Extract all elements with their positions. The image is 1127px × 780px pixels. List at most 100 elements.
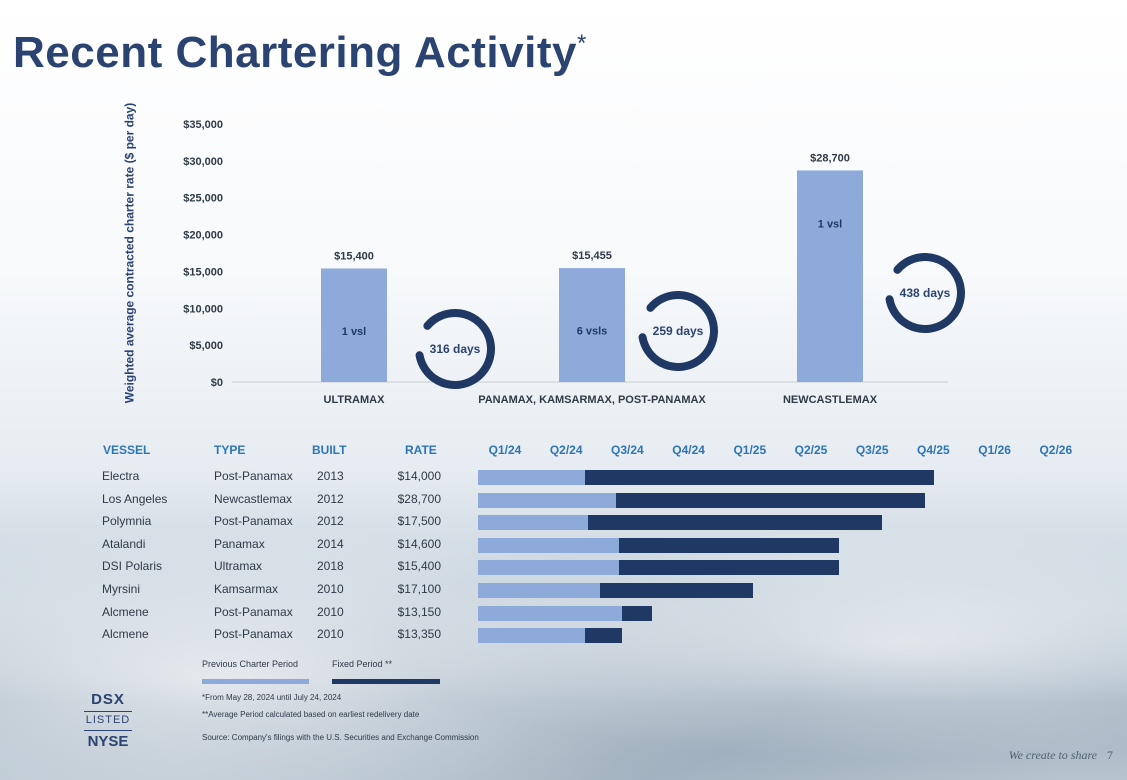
logo-exchange: NYSE — [87, 733, 129, 750]
previous-charter-bar — [478, 583, 601, 598]
bar-value-label: $28,700 — [810, 152, 850, 164]
cell-rate: $28,700 — [397, 491, 441, 506]
cell-type: Post-Panamax — [214, 514, 293, 529]
cell-rate: $17,500 — [397, 514, 441, 529]
fixed-period-bar — [615, 492, 925, 508]
y-tick-label: $15,000 — [183, 266, 223, 278]
cell-type: Panamax — [214, 536, 265, 551]
duration-label: 259 days — [653, 324, 704, 338]
page-number: 7 — [1107, 748, 1113, 762]
previous-charter-bar — [478, 492, 616, 508]
logo-rule-bottom — [84, 730, 132, 731]
cell-built: 2013 — [317, 469, 344, 483]
previous-charter-bar — [478, 560, 619, 576]
duration-ring-icon — [885, 253, 965, 333]
cell-type: Newcastlemax — [214, 491, 293, 506]
quarter-header: Q2/25 — [794, 443, 828, 457]
legend-fixed-label: Fixed Period ** — [332, 659, 393, 669]
footnote-date-range: *From May 28, 2024 until July 24, 2024 — [202, 693, 342, 702]
cell-vessel: Alcmene — [102, 627, 149, 642]
duration-ring-icon — [415, 309, 495, 389]
cell-vessel: Los Angeles — [102, 491, 168, 506]
previous-charter-bar — [478, 470, 586, 485]
x-tick-label: PANAMAX, KAMSARMAX, POST-PANAMAX — [478, 394, 706, 406]
quarter-header: Q4/25 — [917, 443, 950, 457]
legend-previous-swatch — [202, 679, 309, 684]
cell-built: 2010 — [317, 582, 344, 596]
logo-rule-top — [84, 711, 132, 712]
quarter-header: Q1/25 — [733, 443, 767, 457]
cell-built: 2012 — [317, 514, 344, 529]
bar-vessel-count: 6 vsls — [577, 326, 608, 338]
cell-rate: $17,100 — [397, 582, 441, 596]
cell-type: Post-Panamax — [214, 627, 293, 642]
fixed-period-bar — [600, 583, 754, 598]
y-tick-label: $5,000 — [189, 340, 223, 352]
duration-ring-icon — [638, 291, 718, 371]
bar-3 — [797, 170, 863, 382]
fixed-period-bar — [618, 537, 840, 553]
cell-built: 2014 — [317, 536, 344, 551]
charter-rate-bar-chart: $0 $5,000 $10,000 $15,000 $20,000 $25,000 $30,… — [183, 119, 965, 406]
fixed-period-bar — [621, 605, 653, 621]
y-tick-label: $20,000 — [183, 230, 223, 242]
cell-type: Post-Panamax — [214, 604, 293, 619]
col-header-built: BUILT — [312, 443, 347, 457]
previous-charter-bar — [478, 605, 622, 621]
footer-tagline: We create to share — [1008, 748, 1097, 762]
col-header-type: TYPE — [214, 443, 246, 457]
cell-vessel: Myrsini — [102, 582, 140, 596]
bar-vessel-count: 1 vsl — [818, 218, 842, 230]
quarter-header: Q2/24 — [549, 443, 583, 457]
x-tick-label: NEWCASTLEMAX — [783, 394, 878, 406]
quarter-header: Q2/26 — [1039, 443, 1073, 457]
cell-rate: $14,000 — [397, 469, 441, 483]
cell-built: 2012 — [317, 491, 344, 506]
previous-charter-bar — [478, 537, 619, 553]
cell-built: 2010 — [317, 627, 344, 642]
quarter-header: Q1/24 — [488, 443, 522, 457]
logo-listed-text: LISTED — [85, 714, 131, 726]
cell-built: 2010 — [317, 604, 344, 619]
bar-2 — [559, 268, 625, 382]
cell-type: Ultramax — [214, 559, 263, 574]
cell-rate: $13,150 — [397, 604, 441, 619]
cell-type: Post-Panamax — [214, 469, 293, 483]
cell-vessel: Atalandi — [102, 536, 146, 551]
legend-fixed-swatch — [332, 679, 440, 684]
source-note: Source: Company's filings with the U.S. … — [202, 733, 479, 742]
fixed-period-bar — [585, 628, 622, 644]
bar-value-label: $15,455 — [572, 250, 612, 262]
quarter-header: Q3/25 — [855, 443, 889, 457]
cell-vessel: Polymnia — [102, 514, 152, 529]
col-header-vessel: VESSEL — [103, 443, 151, 457]
quarter-header: Q4/24 — [672, 443, 705, 457]
cell-rate: $14,600 — [397, 536, 441, 551]
duration-label: 316 days — [430, 342, 481, 356]
fixed-period-bar — [618, 560, 840, 576]
fixed-period-bar — [585, 470, 934, 485]
fixed-period-bar — [588, 515, 882, 531]
previous-charter-bar — [478, 515, 589, 531]
y-tick-label: $0 — [211, 377, 223, 389]
cell-vessel: Electra — [102, 469, 140, 483]
page-title: Recent Chartering Activity* — [13, 28, 587, 77]
bar-1 — [321, 268, 387, 382]
previous-charter-bar — [478, 628, 586, 644]
x-tick-label: ULTRAMAX — [324, 394, 386, 406]
y-tick-label: $35,000 — [183, 119, 223, 131]
duration-label: 438 days — [900, 286, 951, 300]
legend-previous-label: Previous Charter Period — [202, 659, 299, 669]
cell-rate: $15,400 — [397, 559, 441, 574]
y-tick-label: $25,000 — [183, 193, 223, 205]
bar-value-label: $15,400 — [334, 250, 374, 262]
quarter-header: Q1/26 — [978, 443, 1011, 457]
cell-built: 2018 — [317, 559, 344, 574]
footnote-average-period: **Average Period calculated based on ear… — [202, 710, 420, 719]
col-header-rate: RATE — [405, 443, 437, 457]
cell-vessel: Alcmene — [102, 604, 149, 619]
cell-type: Kamsarmax — [214, 582, 279, 596]
logo-ticker: DSX — [91, 691, 125, 708]
y-tick-label: $10,000 — [183, 303, 223, 315]
cell-rate: $13,350 — [397, 627, 441, 642]
